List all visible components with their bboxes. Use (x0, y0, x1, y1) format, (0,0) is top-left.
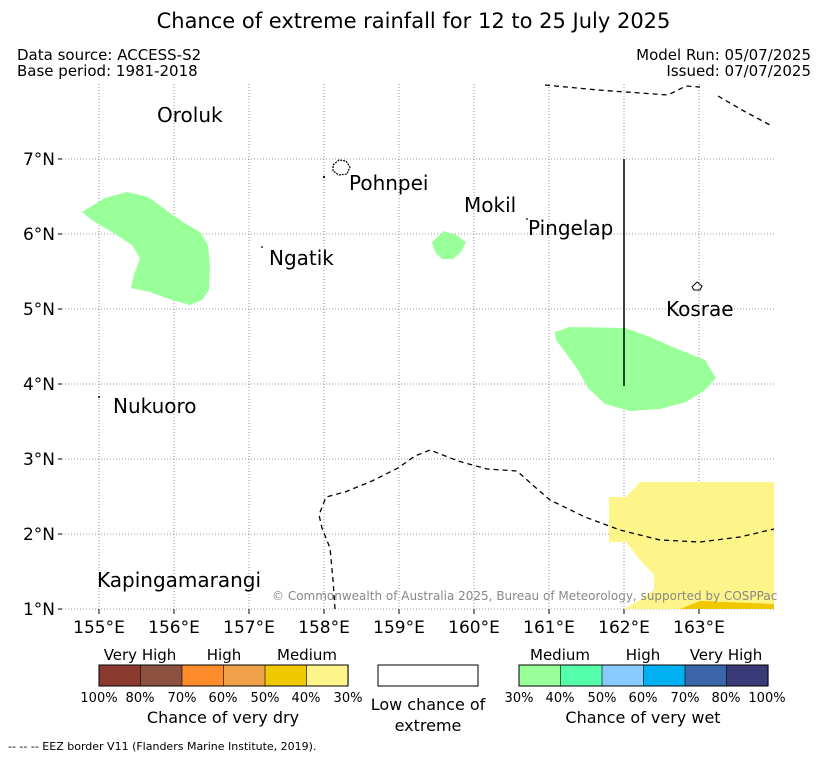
dry-colorbar (98, 664, 349, 687)
lat-label: 4°N (23, 375, 55, 395)
lon-label: 160°E (448, 618, 500, 638)
low-chance-swatch (377, 664, 479, 687)
nukuoro-atoll-dot (98, 396, 100, 398)
base-period-label: Base period: 1981-2018 (17, 62, 198, 80)
dry-colorbar-swatch (98, 664, 142, 687)
lon-label: 159°E (373, 618, 425, 638)
wet-pct-label: 80% (712, 691, 741, 706)
wet-colorbar-frame (518, 664, 769, 687)
lon-label: 158°E (298, 618, 350, 638)
wet-colorbar (518, 664, 769, 687)
place-mokil: Mokil (464, 193, 516, 217)
wet-group-label: Medium (530, 646, 590, 664)
model-run-label: Model Run: 05/07/2025 (636, 46, 811, 64)
lon-label: 161°E (523, 618, 575, 638)
wet-group-label: High (626, 646, 660, 664)
dry-group-label: Very High (104, 646, 177, 664)
lon-label: 156°E (148, 618, 200, 638)
lat-label: 1°N (23, 600, 55, 620)
wet-caption: Chance of very wet (565, 708, 720, 727)
eez-note: -- -- -- EEZ border V11 (Flanders Marine… (8, 740, 317, 753)
lon-label: 155°E (73, 618, 125, 638)
wet-colorbar-swatch (601, 664, 645, 687)
wet-colorbar-swatch (726, 664, 769, 687)
ant-atoll-dot (322, 175, 326, 179)
dry-colorbar-swatch (140, 664, 183, 687)
dry-pct-label: 70% (168, 691, 197, 706)
wet-pct-label: 30% (505, 691, 534, 706)
wet-colorbar-swatch (643, 664, 686, 687)
dry-colorbar-swatch (264, 664, 308, 687)
place-ngatik: Ngatik (269, 246, 334, 270)
wet-pct-label: 60% (629, 691, 658, 706)
wet-pct-label: 70% (671, 691, 700, 706)
wet-region-west (82, 192, 210, 305)
wet-pct-label: 40% (546, 691, 575, 706)
issued-label: Issued: 07/07/2025 (666, 62, 811, 80)
wet-region-central (432, 231, 466, 259)
place-kapingamarangi: Kapingamarangi (97, 568, 261, 592)
lat-label: 6°N (23, 225, 55, 245)
place-oroluk: Oroluk (157, 103, 223, 127)
dry-group-label: Medium (277, 646, 337, 664)
wet-region-east (555, 327, 716, 411)
dry-pct-label: 60% (209, 691, 238, 706)
lat-label: 5°N (23, 300, 55, 320)
wet-colorbar-swatch (518, 664, 562, 687)
lon-label: 163°E (673, 618, 725, 638)
lat-label: 7°N (23, 150, 55, 170)
dry-group-label: High (207, 646, 241, 664)
map-title: Chance of extreme rainfall for 12 to 25 … (156, 9, 671, 33)
lon-label: 157°E (223, 618, 275, 638)
pingelap-atoll-dot (526, 218, 528, 220)
axis-ticks (58, 158, 700, 614)
lat-label: 3°N (23, 450, 55, 470)
kosrae-island (691, 281, 703, 291)
wet-pct-label: 50% (588, 691, 617, 706)
low-chance-caption: Low chance of extreme (370, 695, 486, 735)
ngatik-atoll-dot (261, 246, 263, 248)
lon-label: 162°E (598, 618, 650, 638)
wet-group-label: Very High (690, 646, 763, 664)
dry-pct-label: 80% (126, 691, 155, 706)
lat-label: 2°N (23, 525, 55, 545)
dry-colorbar-swatch (181, 664, 225, 687)
dry-colorbar-swatch (306, 664, 349, 687)
dry-caption: Chance of very dry (147, 708, 299, 727)
wet-colorbar-swatch (560, 664, 603, 687)
dry-pct-label: 30% (334, 691, 363, 706)
copyright-note: © Commonwealth of Australia 2025, Bureau… (272, 589, 777, 603)
place-pohnpei: Pohnpei (349, 171, 429, 195)
dry-pct-label: 100% (80, 691, 117, 706)
data-source-label: Data source: ACCESS-S2 (17, 46, 202, 64)
dry-region (609, 482, 774, 609)
dry-pct-label: 40% (292, 691, 321, 706)
dry-region-high (680, 601, 774, 609)
place-nukuoro: Nukuoro (113, 394, 197, 418)
dry-pct-label: 50% (251, 691, 280, 706)
place-kosrae: Kosrae (666, 297, 734, 321)
dry-colorbar-swatch (223, 664, 266, 687)
pohnpei-island (332, 159, 351, 176)
wet-colorbar-swatch (684, 664, 728, 687)
wet-pct-label: 100% (748, 691, 785, 706)
dry-colorbar-frame (98, 664, 349, 687)
place-pingelap: Pingelap (528, 216, 613, 240)
eez-borders (318, 84, 775, 610)
